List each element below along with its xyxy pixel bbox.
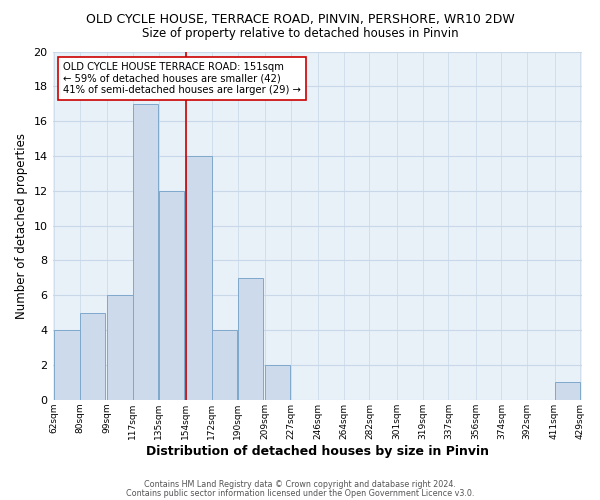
Bar (133, 104, 158, 400)
Bar (107, 296, 133, 400)
Bar (54, 330, 80, 400)
Text: OLD CYCLE HOUSE, TERRACE ROAD, PINVIN, PERSHORE, WR10 2DW: OLD CYCLE HOUSE, TERRACE ROAD, PINVIN, P… (86, 12, 514, 26)
Bar (186, 156, 212, 400)
Bar (80, 312, 106, 400)
X-axis label: Distribution of detached houses by size in Pinvin: Distribution of detached houses by size … (146, 444, 488, 458)
Bar (555, 382, 580, 400)
Text: OLD CYCLE HOUSE TERRACE ROAD: 151sqm
← 59% of detached houses are smaller (42)
4: OLD CYCLE HOUSE TERRACE ROAD: 151sqm ← 5… (63, 62, 301, 95)
Y-axis label: Number of detached properties: Number of detached properties (15, 132, 28, 318)
Bar (238, 278, 263, 400)
Text: Contains public sector information licensed under the Open Government Licence v3: Contains public sector information licen… (126, 488, 474, 498)
Text: Size of property relative to detached houses in Pinvin: Size of property relative to detached ho… (142, 28, 458, 40)
Bar (159, 191, 184, 400)
Bar (212, 330, 238, 400)
Bar (265, 365, 290, 400)
Text: Contains HM Land Registry data © Crown copyright and database right 2024.: Contains HM Land Registry data © Crown c… (144, 480, 456, 489)
